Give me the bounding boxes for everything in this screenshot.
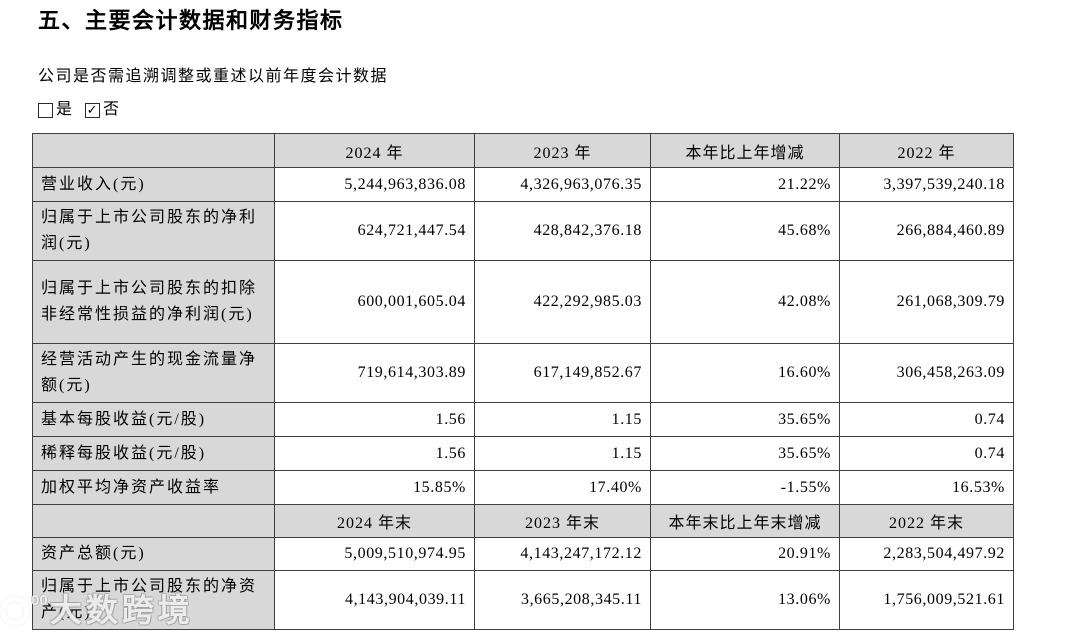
value-2023: 617,149,852.67	[474, 343, 651, 403]
col-header-change: 本年比上年增减	[650, 133, 840, 168]
table-row-net-profit: 归属于上市公司股东的净利润(元) 624,721,447.54 428,842,…	[32, 201, 1014, 261]
restate-question: 公司是否需追溯调整或重述以前年度会计数据	[38, 68, 389, 85]
value-2022: 0.74	[839, 402, 1014, 437]
row-label: 加权平均净资产收益率	[32, 470, 275, 505]
row-label: 归属于上市公司股东的扣除非经常性损益的净利润(元)	[32, 260, 275, 344]
value-2022: 0.74	[839, 436, 1014, 471]
value-2023: 4,143,247,172.12	[474, 537, 651, 571]
row-label: 基本每股收益(元/股)	[32, 402, 275, 437]
option-yes-label: 是	[56, 101, 74, 118]
value-2023: 17.40%	[474, 470, 651, 505]
table-row-operating-cash-flow: 经营活动产生的现金流量净额(元) 719,614,303.89 617,149,…	[32, 343, 1014, 403]
value-change: 35.65%	[650, 402, 840, 437]
value-change: -1.55%	[650, 470, 840, 505]
value-2022: 3,397,539,240.18	[839, 167, 1014, 202]
table-row-basic-eps: 基本每股收益(元/股) 1.56 1.15 35.65% 0.74	[32, 402, 1014, 437]
checkbox-no-checked-icon[interactable]: ✓	[85, 102, 101, 118]
value-2022: 266,884,460.89	[839, 201, 1014, 261]
value-2024: 5,009,510,974.95	[274, 537, 475, 571]
value-2022: 306,458,263.09	[839, 343, 1014, 403]
value-2022: 261,068,309.79	[839, 260, 1014, 344]
value-change: 45.68%	[650, 201, 840, 261]
watermark-logo-icon	[0, 596, 30, 626]
option-no: ✓ 否	[85, 99, 120, 121]
checkbox-yes-unchecked-icon[interactable]	[38, 102, 53, 118]
col-header-change-end: 本年末比上年末增减	[650, 504, 840, 538]
value-change: 20.91%	[650, 537, 840, 571]
option-no-label: 否	[103, 101, 121, 118]
option-yes: 是	[38, 99, 73, 121]
financial-indicators-table: 2024 年 2023 年 本年比上年增减 2022 年 营业收入(元) 5,2…	[32, 133, 1014, 630]
table-row-revenue: 营业收入(元) 5,244,963,836.08 4,326,963,076.3…	[32, 167, 1014, 202]
value-2024: 624,721,447.54	[274, 201, 475, 261]
value-change: 35.65%	[650, 436, 840, 471]
value-2024: 1.56	[274, 436, 475, 471]
table-row-weighted-roe: 加权平均净资产收益率 15.85% 17.40% -1.55% 16.53%	[32, 470, 1014, 505]
row-label: 经营活动产生的现金流量净额(元)	[32, 343, 275, 403]
value-2023: 422,292,985.03	[474, 260, 651, 344]
value-2023: 428,842,376.18	[474, 201, 651, 261]
col-header-2024: 2024 年	[274, 133, 475, 168]
value-2022: 16.53%	[839, 470, 1014, 505]
corner-cell	[32, 504, 275, 538]
value-change: 13.06%	[650, 570, 840, 630]
table-row-total-assets: 资产总额(元) 5,009,510,974.95 4,143,247,172.1…	[32, 537, 1014, 571]
value-change: 42.08%	[650, 260, 840, 344]
col-header-2023: 2023 年	[474, 133, 651, 168]
row-label: 归属于上市公司股东的净资产(元)	[32, 570, 275, 630]
value-2023: 1.15	[474, 402, 651, 437]
col-header-2023-end: 2023 年末	[474, 504, 651, 538]
value-2024: 600,001,605.04	[274, 260, 475, 344]
value-2023: 4,326,963,076.35	[474, 167, 651, 202]
table-row-deducted-net-profit: 归属于上市公司股东的扣除非经常性损益的净利润(元) 600,001,605.04…	[32, 260, 1014, 344]
corner-cell	[32, 133, 275, 168]
value-2024: 15.85%	[274, 470, 475, 505]
value-change: 16.60%	[650, 343, 840, 403]
table-row-diluted-eps: 稀释每股收益(元/股) 1.56 1.15 35.65% 0.74	[32, 436, 1014, 471]
col-header-2022-end: 2022 年末	[839, 504, 1014, 538]
value-2023: 1.15	[474, 436, 651, 471]
value-2024: 719,614,303.89	[274, 343, 475, 403]
table-row-net-assets: 归属于上市公司股东的净资产(元) 4,143,904,039.11 3,665,…	[32, 570, 1014, 630]
value-2024: 5,244,963,836.08	[274, 167, 475, 202]
value-2024: 1.56	[274, 402, 475, 437]
row-label: 营业收入(元)	[32, 167, 275, 202]
col-header-2024-end: 2024 年末	[274, 504, 475, 538]
value-2022: 2,283,504,497.92	[839, 537, 1014, 571]
yearend-header-row: 2024 年末 2023 年末 本年末比上年末增减 2022 年末	[32, 504, 1014, 538]
value-change: 21.22%	[650, 167, 840, 202]
value-2022: 1,756,009,521.61	[839, 570, 1014, 630]
page-title: 五、主要会计数据和财务指标	[38, 8, 344, 33]
restate-options: 是 ✓ 否	[38, 99, 1080, 121]
value-2023: 3,665,208,345.11	[474, 570, 651, 630]
row-label: 稀释每股收益(元/股)	[32, 436, 275, 471]
annual-header-row: 2024 年 2023 年 本年比上年增减 2022 年	[32, 133, 1014, 168]
value-2024: 4,143,904,039.11	[274, 570, 475, 630]
col-header-2022: 2022 年	[839, 133, 1014, 168]
row-label: 资产总额(元)	[32, 537, 275, 571]
row-label: 归属于上市公司股东的净利润(元)	[32, 201, 275, 261]
